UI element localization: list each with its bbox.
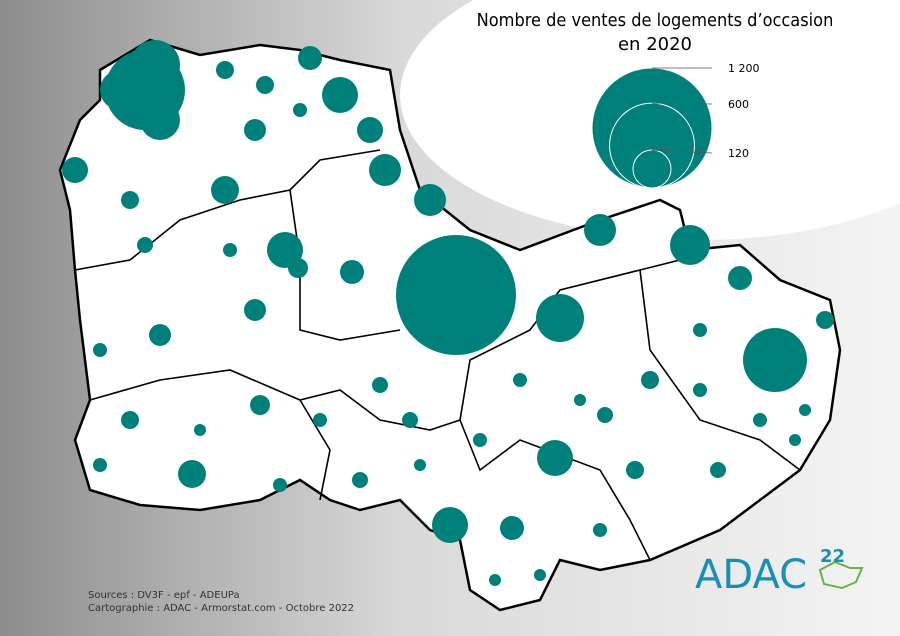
sources-line: Sources : DV3F - epf - ADEUPa: [88, 590, 240, 601]
internal-borders: [74, 149, 801, 561]
title-line-2: en 2020: [618, 34, 692, 55]
legend-label: 1 200: [728, 62, 760, 75]
credits-line: Cartographie : ADAC - Armorstat.com - Oc…: [88, 603, 354, 614]
logo-number: 22: [820, 546, 845, 567]
title-line-1: Nombre de ventes de logements d’occasion: [477, 10, 834, 31]
legend: 1 200 600 120: [591, 62, 760, 189]
legend-label: 600: [728, 98, 749, 111]
sales-circles: [62, 40, 834, 586]
legend-label: 120: [728, 147, 749, 160]
logo-name: ADAC: [695, 552, 807, 598]
legend-circle: [632, 149, 672, 189]
logo-shape: [818, 560, 864, 590]
legend-leader: [651, 149, 713, 154]
legend-leader: [651, 102, 713, 105]
